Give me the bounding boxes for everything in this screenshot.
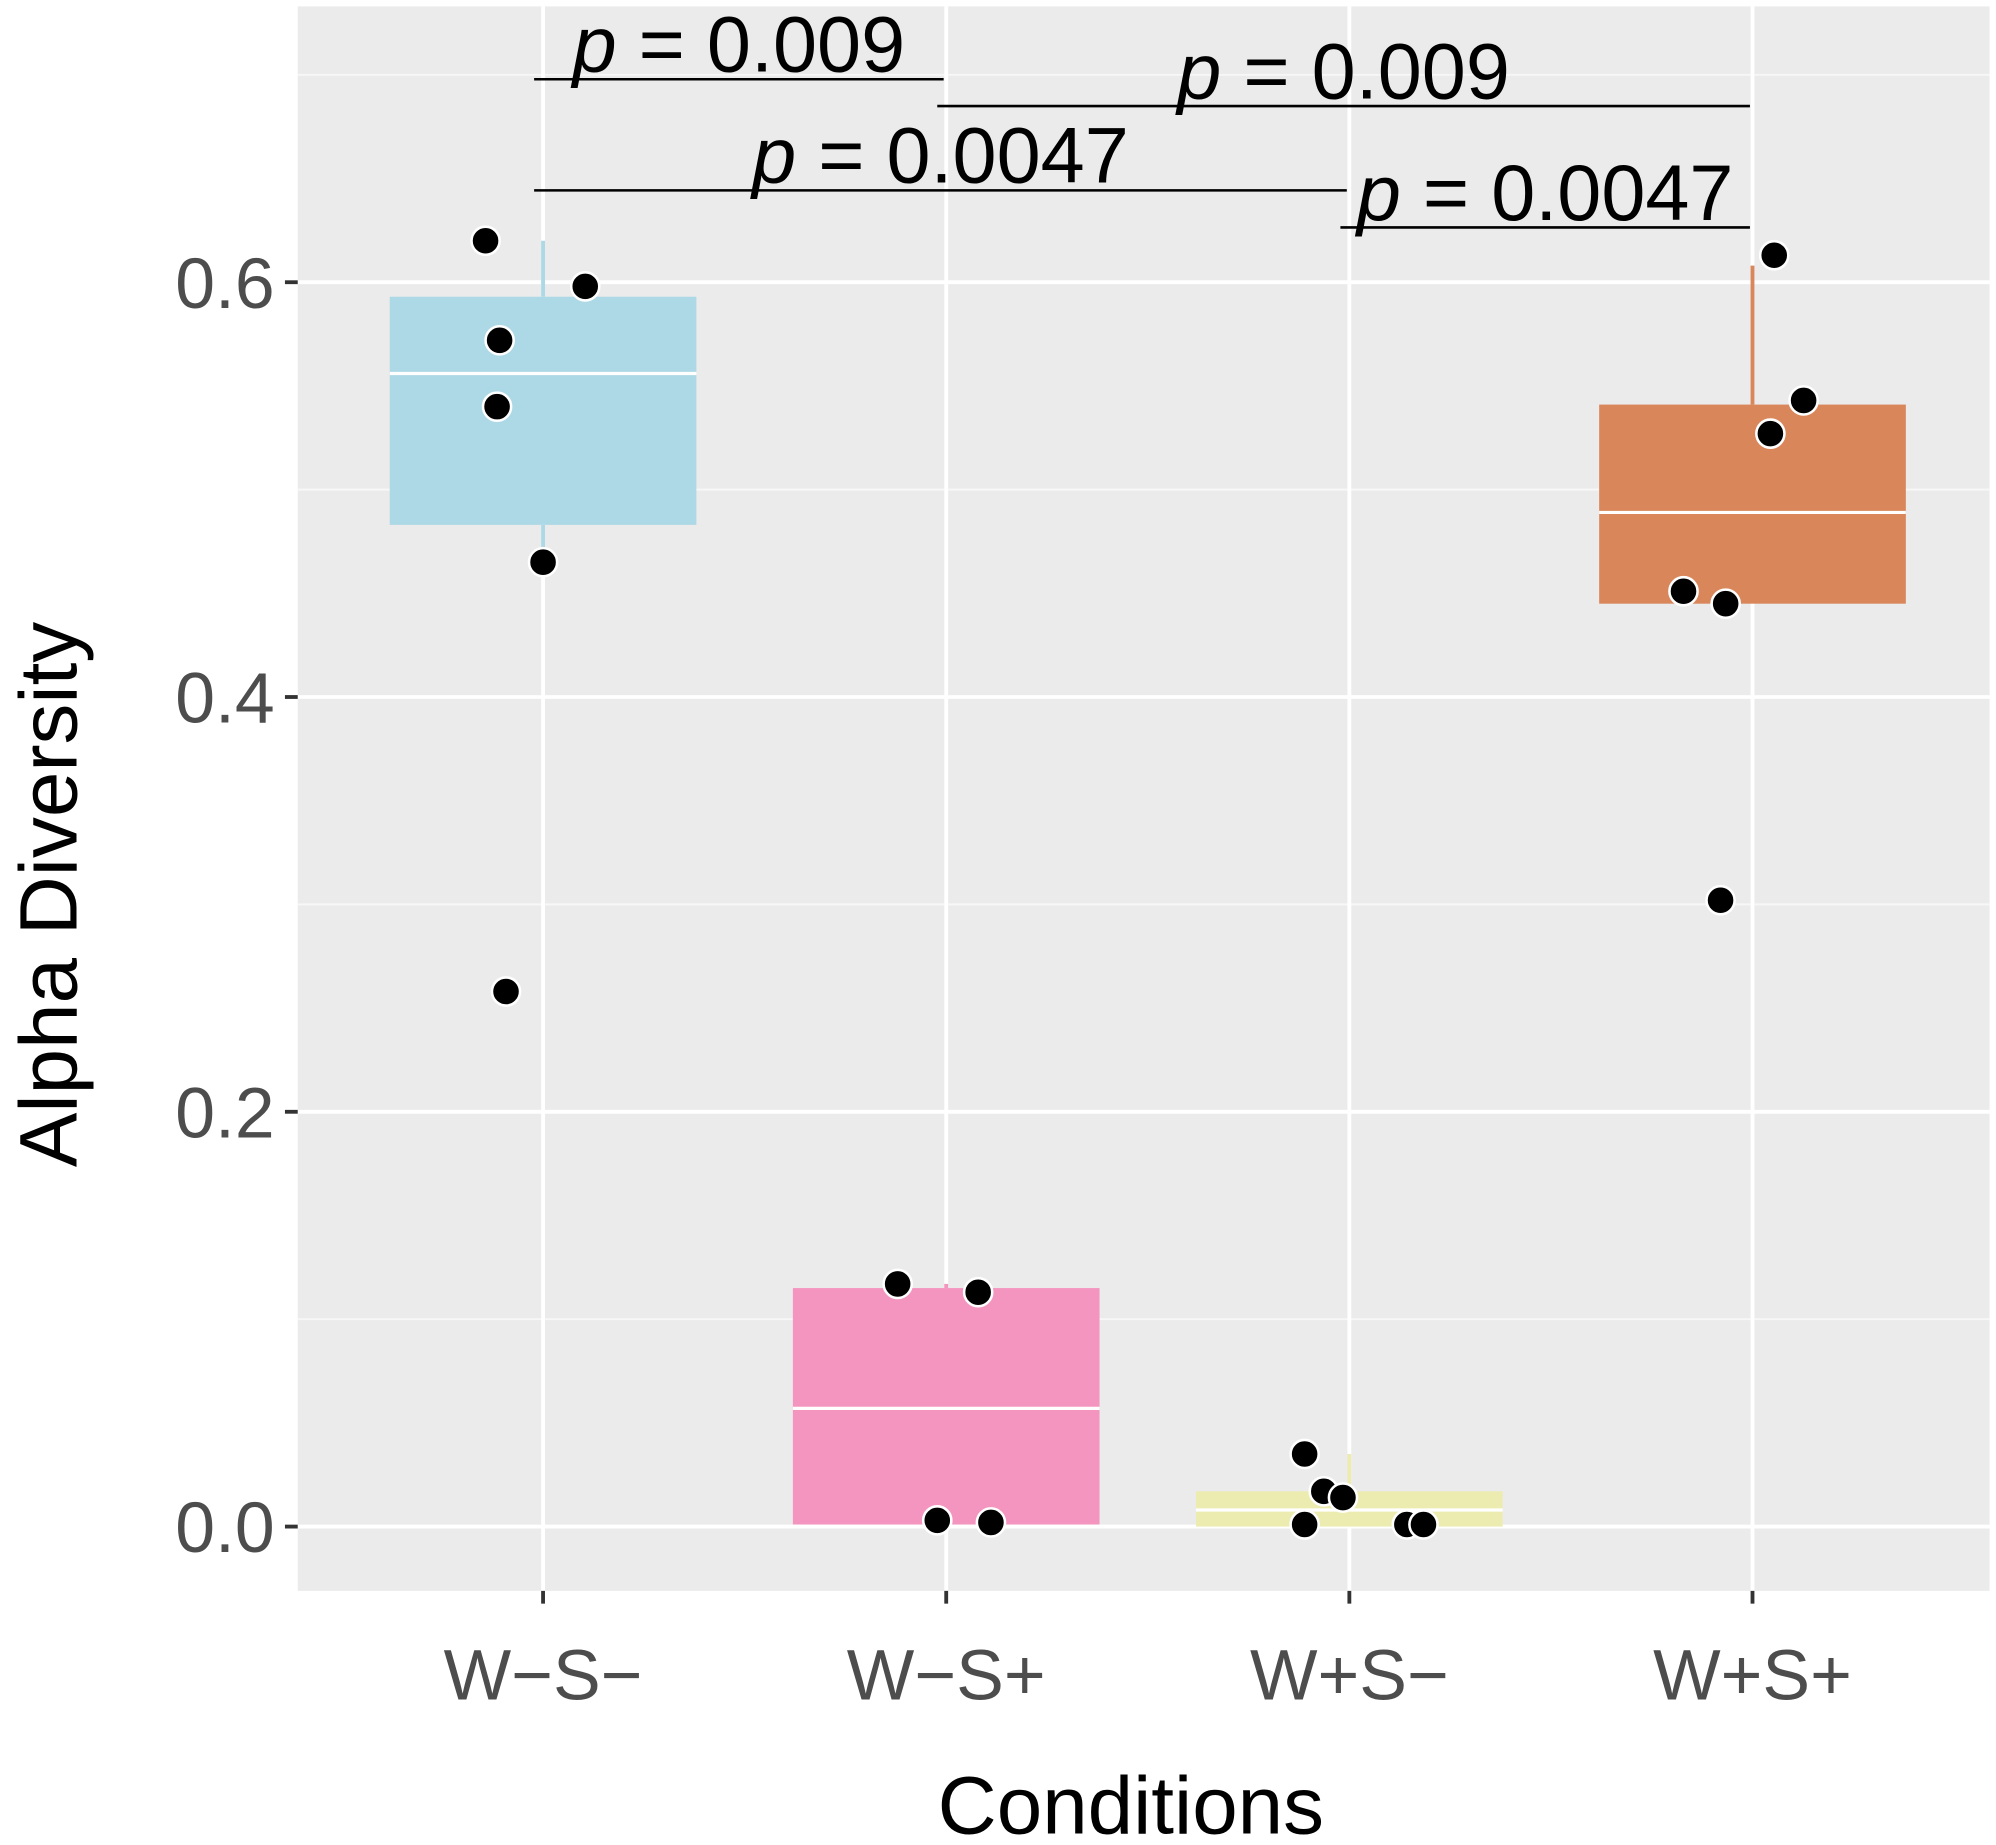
p-value-label: p = 0.0047 (1355, 148, 1734, 237)
point (569, 271, 601, 302)
point (1710, 588, 1742, 620)
point (484, 324, 515, 356)
point (975, 1507, 1007, 1538)
p-value-label: p = 0.0047 (750, 111, 1129, 200)
point (1668, 575, 1699, 607)
point (962, 1276, 994, 1308)
y-tick-label: 0.4 (175, 659, 274, 739)
p-value-label: p = 0.009 (571, 0, 906, 89)
y-tick-label: 0.6 (175, 244, 274, 324)
point (470, 225, 501, 257)
point (1289, 1438, 1320, 1470)
x-axis-title: Conditions (938, 1761, 1324, 1845)
point (481, 391, 513, 422)
box (389, 296, 697, 525)
box (1599, 404, 1906, 604)
x-tick-label: W−S+ (847, 1635, 1046, 1715)
point (527, 546, 559, 578)
point (1327, 1482, 1359, 1513)
point (882, 1268, 913, 1300)
y-tick-label: 0.2 (175, 1073, 274, 1153)
point (1758, 239, 1790, 271)
point (1755, 418, 1786, 449)
point (1705, 884, 1736, 916)
point (1289, 1509, 1320, 1540)
y-axis-title: Alpha Diversity (4, 622, 95, 1167)
panel (297, 6, 1990, 1591)
point (490, 976, 522, 1007)
box (792, 1288, 1100, 1525)
point (921, 1505, 953, 1536)
y-tick-label: 0.0 (175, 1488, 274, 1568)
x-tick-label: W+S+ (1653, 1635, 1852, 1715)
point (1788, 385, 1819, 416)
x-tick-label: W−S− (444, 1635, 643, 1715)
x-tick-label: W+S− (1250, 1635, 1449, 1715)
plot: Conditions Alpha Diversity 0.0 0.2 0.4 0.6 W… (4, 0, 1990, 1845)
point (1408, 1509, 1439, 1540)
p-value-label: p = 0.009 (1175, 26, 1510, 115)
